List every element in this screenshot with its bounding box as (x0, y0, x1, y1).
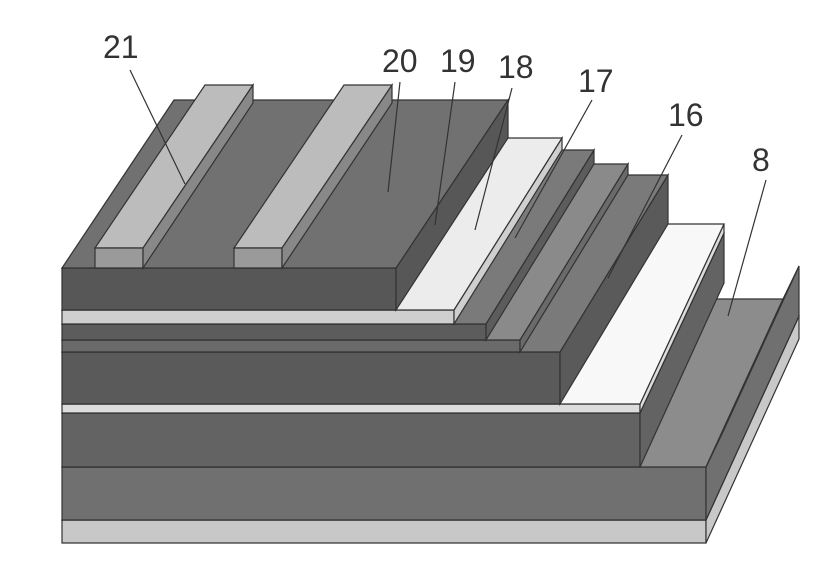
label-17: 17 (578, 63, 614, 99)
label-16: 16 (668, 97, 704, 133)
label-8: 8 (752, 142, 770, 178)
label-20: 20 (382, 43, 418, 79)
leader-8 (728, 180, 766, 316)
label-19: 19 (440, 43, 476, 79)
label-18: 18 (498, 49, 534, 85)
label-21: 21 (103, 29, 139, 65)
layered-diagram: 21 20 19 18 17 16 8 (0, 0, 827, 583)
